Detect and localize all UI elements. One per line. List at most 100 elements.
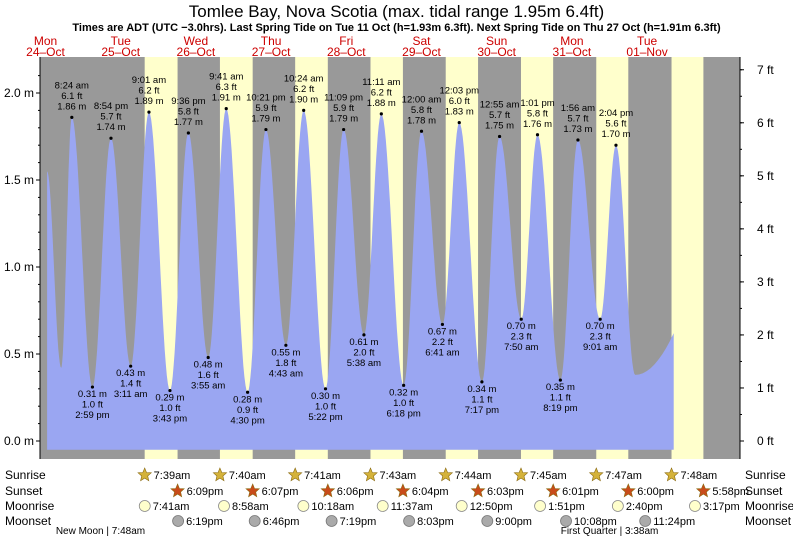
high-tide-marker: [264, 127, 268, 132]
sunrise-time: 7:43am: [379, 470, 416, 482]
day-name: Sat: [412, 34, 431, 48]
row-label-left: Sunrise: [5, 468, 46, 482]
low-tide-marker: [440, 322, 445, 327]
high-tide-label: 11:11 am: [362, 77, 400, 88]
high-tide-label: 6.1 ft: [61, 91, 82, 102]
moonrise-icon: [218, 500, 230, 512]
high-tide-label: 1.89 m: [134, 96, 163, 107]
low-tide-label: 9:01 am: [583, 342, 617, 353]
high-tide-label: 1.88 m: [367, 98, 396, 109]
high-tide-label: 1:01 pm: [520, 98, 554, 109]
sunrise-star-icon: [363, 467, 378, 482]
moonrise-icon: [534, 500, 546, 512]
day-name: Sun: [486, 34, 507, 48]
high-tide-label: 1.75 m: [485, 121, 514, 132]
high-tide-label: 9:36 pm: [171, 96, 205, 107]
moonrise-time: 10:18am: [311, 501, 354, 513]
low-tide-label: 0.55 m: [271, 347, 300, 358]
day-name: Tue: [111, 34, 132, 48]
high-tide-label: 1.78 m: [407, 115, 436, 126]
high-tide-label: 1.70 m: [601, 129, 630, 140]
low-tide-label: 3:55 am: [191, 380, 225, 391]
high-tide-label: 1.91 m: [212, 93, 241, 104]
high-tide-label: 5.7 ft: [567, 113, 588, 124]
low-tide-marker: [284, 343, 288, 347]
low-tide-label: 6:41 am: [425, 347, 459, 358]
low-tide-label: 1.0 ft: [315, 401, 336, 412]
low-tide-label: 5:22 pm: [308, 412, 342, 423]
high-tide-label: 11:09 pm: [324, 93, 363, 104]
sunrise-time: 7:41am: [304, 470, 341, 482]
low-tide-label: 0.28 m: [233, 394, 262, 405]
high-tide-label: 1.73 m: [563, 124, 592, 135]
y-tick-label-ft: 4 ft: [757, 222, 774, 236]
moonset-time: 9:00pm: [495, 516, 532, 528]
high-tide-label: 6.2 ft: [371, 87, 392, 98]
day-date: 28–Oct: [327, 45, 366, 59]
low-tide-marker: [206, 355, 210, 360]
sunrise-time: 7:44am: [455, 470, 492, 482]
high-tide-marker: [109, 136, 113, 140]
chart-title: Tomlee Bay, Nova Scotia (max. tidal rang…: [188, 2, 605, 21]
sunset-time: 6:01pm: [562, 486, 599, 498]
sunrise-star-icon: [438, 467, 454, 482]
day-name: Mon: [560, 34, 583, 48]
high-tide-label: 5.8 ft: [527, 108, 548, 119]
sunset-time: 5:58pm: [712, 486, 749, 498]
high-tide-label: 5.9 ft: [255, 103, 276, 114]
sunset-star-icon: [695, 483, 711, 498]
low-tide-label: 0.70 m: [507, 321, 536, 332]
low-tide-marker: [245, 390, 250, 394]
y-tick-label-m: 1.5 m: [4, 173, 34, 187]
day-date: 27–Oct: [252, 45, 291, 59]
day-name: Wed: [184, 34, 208, 48]
y-tick-label-ft: 2 ft: [757, 328, 774, 342]
low-tide-marker: [323, 387, 328, 391]
low-tide-label: 4:43 am: [269, 368, 303, 379]
moonrise-time: 12:50pm: [470, 501, 513, 513]
high-tide-marker: [535, 133, 540, 137]
high-tide-label: 1.74 m: [96, 122, 125, 133]
high-tide-label: 1:56 am: [561, 103, 595, 114]
high-tide-marker: [576, 138, 580, 142]
row-label-right: Moonset: [745, 514, 792, 528]
high-tide-label: 1.76 m: [523, 119, 552, 130]
axes: 0.0 m 0.5 m 1.0 m 1.5 m 2.0 m 0 ft 1 ft 2 ft 3 f…: [4, 57, 774, 459]
high-tide-label: 6.3 ft: [216, 82, 237, 93]
high-tide-label: 2:04 pm: [599, 108, 633, 119]
low-tide-marker: [129, 364, 133, 368]
sunrise-star-icon: [588, 467, 604, 482]
moonrise-time: 2:40pm: [626, 501, 663, 513]
low-tide-label: 0.30 m: [311, 391, 340, 402]
high-tide-label: 12:00 am: [402, 94, 442, 105]
low-tide-marker: [558, 378, 562, 382]
low-tide-label: 6:18 pm: [386, 408, 420, 419]
day-date: 31–Oct: [553, 45, 592, 59]
day-date: 30–Oct: [477, 45, 516, 59]
low-tide-label: 0.34 m: [467, 384, 496, 395]
low-tide-label: 1.6 ft: [198, 370, 219, 381]
high-tide-label: 12:55 am: [480, 100, 520, 111]
high-tide-label: 1.86 m: [57, 101, 86, 112]
moonset-icon: [172, 515, 185, 527]
low-tide-label: 2.3 ft: [511, 332, 532, 343]
sunrise-time: 7:39am: [154, 470, 191, 482]
sunset-star-icon: [170, 483, 185, 498]
moonset-time: 8:03pm: [417, 516, 454, 528]
high-tide-label: 1.79 m: [251, 114, 280, 125]
moon-phase-label: First Quarter | 3:38am: [561, 526, 659, 537]
high-tide-marker: [419, 129, 424, 133]
high-tide-marker: [497, 134, 502, 139]
high-tide-label: 10:21 pm: [246, 93, 286, 104]
moonrise-icon: [376, 500, 389, 512]
low-tide-label: 0.35 m: [546, 382, 575, 393]
sunset-star-icon: [620, 483, 636, 498]
low-tide-label: 2:59 pm: [75, 410, 109, 421]
moonset-icon: [403, 515, 416, 527]
sunset-time: 6:07pm: [262, 486, 299, 498]
sunrise-time: 7:47am: [605, 470, 642, 482]
moonset-icon: [639, 515, 652, 527]
moonrise-time: 8:58am: [232, 501, 269, 513]
high-tide-label: 1.77 m: [174, 117, 203, 128]
